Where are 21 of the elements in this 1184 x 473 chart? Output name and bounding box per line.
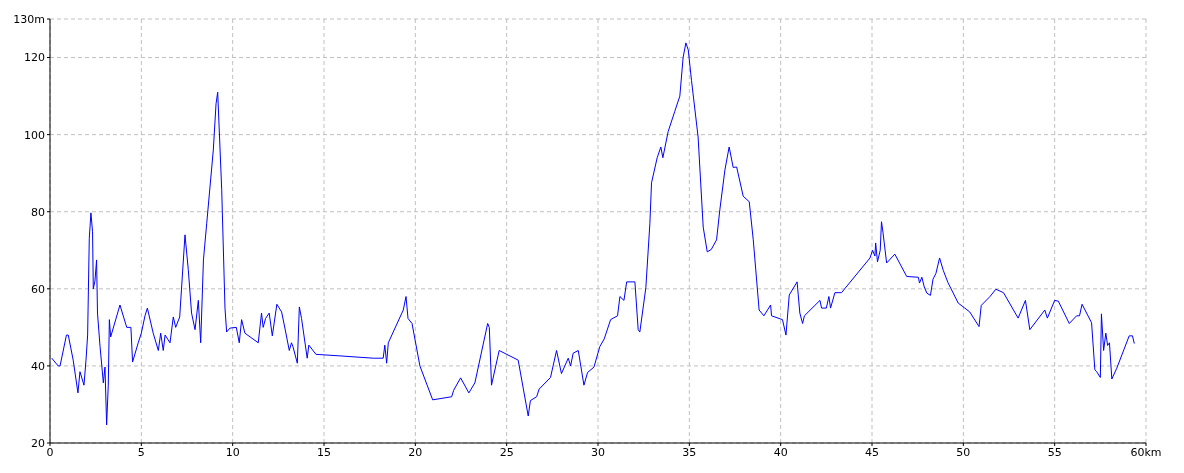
y-tick-label: 120 bbox=[24, 51, 45, 65]
x-tick-label: 25 bbox=[499, 445, 514, 459]
x-tick-label: 20 bbox=[408, 445, 423, 459]
x-tick-label: 10 bbox=[225, 445, 240, 459]
x-tick-label: 15 bbox=[317, 445, 331, 459]
x-tick-label: 60km bbox=[1130, 445, 1162, 459]
x-tick-label: 35 bbox=[682, 445, 697, 459]
y-tick-label: 60 bbox=[31, 282, 45, 296]
x-tick-label: 30 bbox=[591, 445, 605, 459]
x-tick-label: 45 bbox=[865, 445, 879, 459]
y-tick-label: 20 bbox=[31, 436, 45, 450]
x-tick-label: 40 bbox=[773, 445, 788, 459]
x-tick-label: 0 bbox=[46, 445, 54, 459]
y-tick-label: 130m bbox=[13, 12, 45, 26]
y-tick-label: 80 bbox=[31, 205, 45, 219]
x-tick-label: 55 bbox=[1047, 445, 1062, 459]
y-tick-label: 40 bbox=[31, 359, 45, 373]
x-tick-label: 5 bbox=[137, 445, 145, 459]
y-tick-label: 100 bbox=[24, 128, 45, 142]
x-tick-label: 50 bbox=[956, 445, 971, 459]
line-series bbox=[51, 42, 1135, 426]
